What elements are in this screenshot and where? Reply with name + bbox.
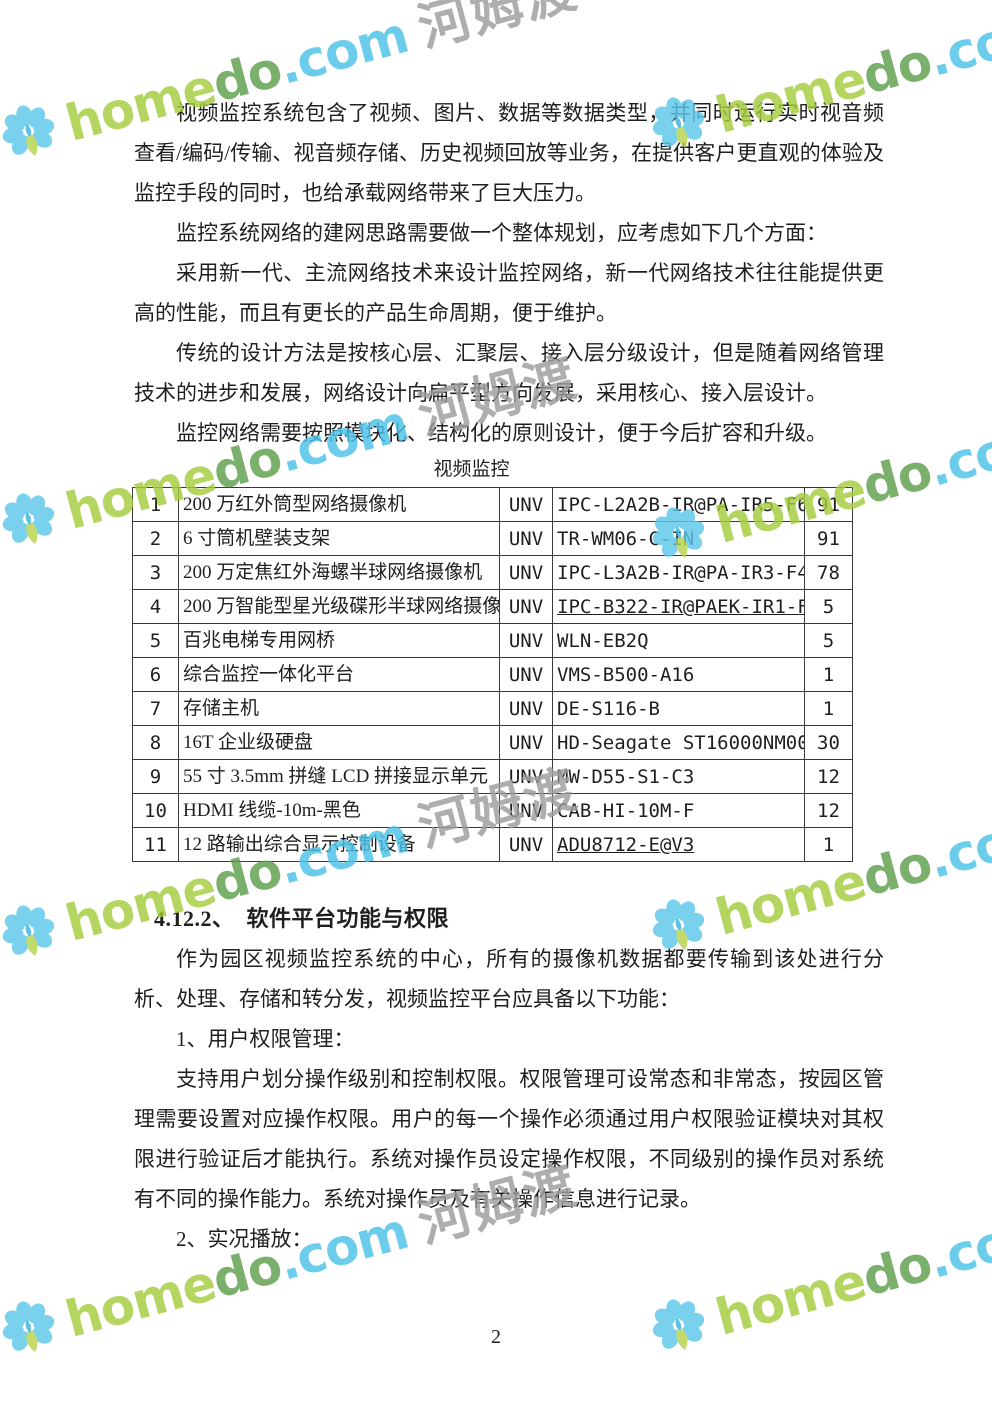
- table-row: 11 12 路输出综合显示控制设备 UNV ADU8712-E@V3 1: [132, 827, 853, 862]
- device-name-cell: 存储主机: [178, 691, 500, 726]
- brand-cell: UNV: [499, 521, 553, 556]
- table-row: 9 55 寸 3.5mm 拼缝 LCD 拼接显示单元 UNV MW-D55-S1…: [132, 759, 853, 794]
- model-cell: HD-Seagate ST16000NM000J: [552, 725, 805, 760]
- model-cell: VMS-B500-A16: [552, 657, 805, 692]
- homedo-flower-icon: [2, 105, 55, 156]
- paragraph: 监控系统网络的建网思路需要做一个整体规划，应考虑如下几个方面：: [176, 221, 827, 245]
- qty-cell: 12: [804, 793, 853, 828]
- row-no-cell: 2: [132, 521, 179, 556]
- table-row: 2 6 寸筒机壁装支架 UNV TR-WM06-C-IN 91: [132, 521, 853, 556]
- device-name-cell: 12 路输出综合显示控制设备: [178, 827, 500, 862]
- device-name-cell: 6 寸筒机壁装支架: [178, 521, 500, 556]
- brand-cell: UNV: [499, 691, 553, 726]
- list-item: 1、用户权限管理：: [176, 1027, 355, 1051]
- brand-cell: UNV: [499, 725, 553, 760]
- list-item: 2、实况播放：: [176, 1227, 313, 1251]
- qty-cell: 1: [804, 827, 853, 862]
- brand-cell: UNV: [499, 827, 553, 862]
- homedo-flower-icon: [2, 905, 55, 956]
- paragraph: 视频监控系统包含了视频、图片、数据等数据类型，并同时运行实时视音频查看/编码/传…: [134, 101, 884, 205]
- brand-cell: UNV: [499, 793, 553, 828]
- qty-cell: 91: [804, 487, 853, 522]
- section-number: 4.12.2、: [154, 906, 235, 931]
- row-no-cell: 3: [132, 555, 179, 590]
- page-number: 2: [491, 1326, 501, 1348]
- brand-cell: UNV: [499, 657, 553, 692]
- document-body: 视频监控系统包含了视频、图片、数据等数据类型，并同时运行实时视音频查看/编码/传…: [132, 93, 884, 1259]
- paragraph: 支持用户划分操作级别和控制权限。权限管理可设常态和非常态，按园区管理需要设置对应…: [134, 1067, 884, 1211]
- qty-cell: 78: [804, 555, 853, 590]
- homedo-flower-icon: [2, 493, 55, 544]
- model-cell: ADU8712-E@V3: [552, 827, 805, 862]
- table-row: 8 16T 企业级硬盘 UNV HD-Seagate ST16000NM000J…: [132, 725, 853, 760]
- device-name-cell: 200 万定焦红外海螺半球网络摄像机: [178, 555, 500, 590]
- row-no-cell: 9: [132, 759, 179, 794]
- qty-cell: 91: [804, 521, 853, 556]
- device-name-cell: 200 万智能型星光级碟形半球网络摄像机: [178, 589, 500, 624]
- row-no-cell: 11: [132, 827, 179, 862]
- qty-cell: 12: [804, 759, 853, 794]
- paragraph: 作为园区视频监控系统的中心，所有的摄像机数据都要传输到该处进行分析、处理、存储和…: [134, 947, 884, 1011]
- table-row: 5 百兆电梯专用网桥 UNV WLN-EB2Q 5: [132, 623, 853, 658]
- qty-cell: 5: [804, 589, 853, 624]
- brand-cell: UNV: [499, 589, 553, 624]
- device-name-cell: 55 寸 3.5mm 拼缝 LCD 拼接显示单元: [178, 759, 500, 794]
- equipment-table: 1 200 万红外筒型网络摄像机 UNV IPC-L2A2B-IR@PA-IR5…: [132, 487, 853, 862]
- model-cell: MW-D55-S1-C3: [552, 759, 805, 794]
- device-name-cell: 百兆电梯专用网桥: [178, 623, 500, 658]
- table-caption: 视频监控: [433, 459, 510, 480]
- qty-cell: 1: [804, 691, 853, 726]
- section-heading: 4.12.2、 软件平台功能与权限: [134, 899, 884, 939]
- paragraph: 传统的设计方法是按核心层、汇聚层、接入层分级设计，但是随着网络管理技术的进步和发…: [134, 341, 884, 405]
- device-name-cell: 综合监控一体化平台: [178, 657, 500, 692]
- qty-cell: 1: [804, 657, 853, 692]
- device-name-cell: HDMI 线缆-10m-黑色: [178, 793, 500, 828]
- table-row: 1 200 万红外筒型网络摄像机 UNV IPC-L2A2B-IR@PA-IR5…: [132, 487, 853, 522]
- qty-cell: 5: [804, 623, 853, 658]
- table-row: 7 存储主机 UNV DE-S116-B 1: [132, 691, 853, 726]
- paragraph: 采用新一代、主流网络技术来设计监控网络，新一代网络技术往往能提供更高的性能，而且…: [134, 261, 884, 325]
- model-cell: TR-WM06-C-IN: [552, 521, 805, 556]
- qty-cell: 30: [804, 725, 853, 760]
- device-name-cell: 200 万红外筒型网络摄像机: [178, 487, 500, 522]
- row-no-cell: 5: [132, 623, 179, 658]
- model-cell: DE-S116-B: [552, 691, 805, 726]
- row-no-cell: 6: [132, 657, 179, 692]
- model-cell: IPC-L3A2B-IR@PA-IR3-F40: [552, 555, 805, 590]
- row-no-cell: 7: [132, 691, 179, 726]
- table-row: 3 200 万定焦红外海螺半球网络摄像机 UNV IPC-L3A2B-IR@PA…: [132, 555, 853, 590]
- model-cell: WLN-EB2Q: [552, 623, 805, 658]
- table-row: 10 HDMI 线缆-10m-黑色 UNV CAB-HI-10M-F 12: [132, 793, 853, 828]
- brand-cell: UNV: [499, 759, 553, 794]
- row-no-cell: 8: [132, 725, 179, 760]
- row-no-cell: 1: [132, 487, 179, 522]
- device-name-cell: 16T 企业级硬盘: [178, 725, 500, 760]
- model-cell: CAB-HI-10M-F: [552, 793, 805, 828]
- section-title: 软件平台功能与权限: [246, 906, 450, 931]
- brand-cell: UNV: [499, 487, 553, 522]
- model-cell: IPC-B322-IR@PAEK-IR1-F28-VG: [552, 589, 805, 624]
- table-row: 4 200 万智能型星光级碟形半球网络摄像机 UNV IPC-B322-IR@P…: [132, 589, 853, 624]
- row-no-cell: 10: [132, 793, 179, 828]
- model-cell: IPC-L2A2B-IR@PA-IR5-F60: [552, 487, 805, 522]
- row-no-cell: 4: [132, 589, 179, 624]
- brand-cell: UNV: [499, 623, 553, 658]
- brand-cell: UNV: [499, 555, 553, 590]
- paragraph: 监控网络需要按照模块化、结构化的原则设计，便于今后扩容和升级。: [176, 421, 827, 445]
- table-row: 6 综合监控一体化平台 UNV VMS-B500-A16 1: [132, 657, 853, 692]
